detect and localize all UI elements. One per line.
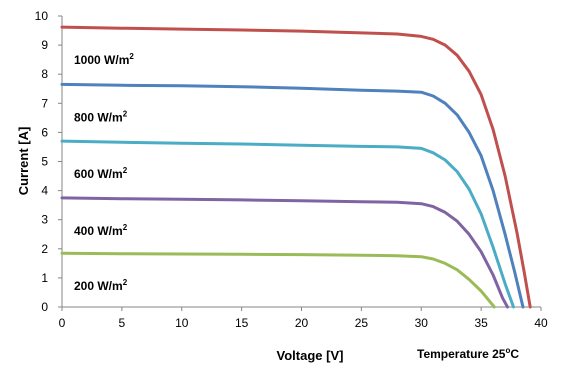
series-label-2: 600 W/m2 (74, 166, 128, 181)
y-tick-label: 3 (41, 213, 48, 227)
series-label-text: 800 W/m (74, 110, 123, 124)
series-line-0 (60, 25, 532, 309)
series-label-text: 600 W/m (74, 167, 123, 181)
series-label-text: 400 W/m (74, 224, 123, 238)
series-label-0: 1000 W/m2 (74, 52, 134, 67)
x-tick-label: 0 (59, 316, 66, 330)
series-label-3: 400 W/m2 (74, 223, 128, 238)
series-label-text: 1000 W/m (74, 53, 129, 67)
series-line-1 (60, 82, 525, 309)
x-axis-title: Voltage [V] (277, 348, 344, 363)
series-label-text: 200 W/m (74, 279, 123, 293)
x-tick-label: 10 (175, 316, 189, 330)
series-line-3 (60, 196, 509, 309)
y-tick-label: 7 (41, 96, 48, 110)
y-tick-label: 8 (41, 67, 48, 81)
y-tick-label: 10 (35, 9, 49, 23)
series-line-2 (60, 139, 515, 309)
series-label-4: 200 W/m2 (74, 278, 128, 293)
y-tick-label: 9 (41, 38, 48, 52)
x-tick-label: 15 (235, 316, 249, 330)
series-label-1: 800 W/m2 (74, 109, 128, 124)
temperature-note-unit: C (510, 347, 519, 361)
y-tick-label: 6 (41, 125, 48, 139)
series-group (60, 25, 532, 309)
series-label-sup: 2 (129, 52, 134, 61)
x-tick-label: 35 (474, 316, 488, 330)
temperature-note: Temperature 25oC (417, 346, 519, 361)
y-tick-label: 1 (41, 271, 48, 285)
axes: 0 5 10 15 20 25 30 35 40 0 1 2 3 4 5 6 7 8 9 10 (35, 9, 548, 330)
y-tick-label: 4 (41, 184, 48, 198)
y-axis-title: Current [A] (16, 127, 31, 196)
y-tick-label: 5 (41, 155, 48, 169)
temperature-note-sup: o (505, 346, 510, 355)
series-label-sup: 2 (123, 223, 128, 232)
series-label-sup: 2 (123, 109, 128, 118)
temperature-note-text: Temperature 25 (417, 347, 506, 361)
y-tick-label: 2 (41, 242, 48, 256)
x-tick-label: 25 (355, 316, 369, 330)
x-tick-label: 30 (415, 316, 429, 330)
y-tick-label: 0 (41, 300, 48, 314)
x-tick-label: 20 (295, 316, 309, 330)
series-label-sup: 2 (123, 166, 128, 175)
x-tick-label: 5 (119, 316, 126, 330)
x-tick-label: 40 (534, 316, 548, 330)
series-line-4 (60, 251, 496, 309)
series-label-sup: 2 (123, 278, 128, 287)
